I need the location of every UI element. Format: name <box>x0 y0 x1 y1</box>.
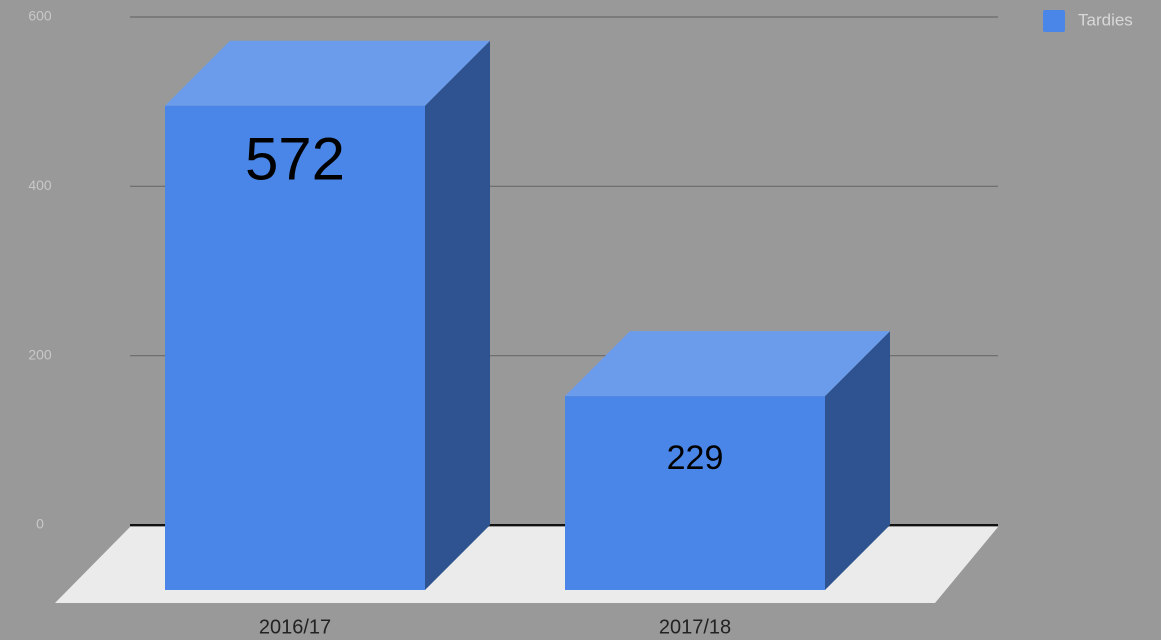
bar-top <box>565 331 890 397</box>
bar-front <box>165 105 425 590</box>
y-tick-label: 400 <box>28 177 52 193</box>
x-tick-label: 2016/17 <box>259 616 331 638</box>
bar <box>165 40 490 590</box>
y-tick-label: 200 <box>28 346 52 362</box>
bar-side <box>425 40 490 590</box>
data-label: 229 <box>667 439 724 477</box>
legend-label: Tardies <box>1078 10 1133 29</box>
bar-side <box>825 331 890 590</box>
y-tick-label: 600 <box>28 8 52 24</box>
y-tick-label: 0 <box>36 516 44 532</box>
bar <box>565 331 890 590</box>
legend-swatch <box>1043 10 1065 32</box>
x-tick-label: 2017/18 <box>659 616 731 638</box>
bar-front <box>565 396 825 590</box>
data-label: 572 <box>245 126 345 193</box>
bar-top <box>165 40 490 106</box>
